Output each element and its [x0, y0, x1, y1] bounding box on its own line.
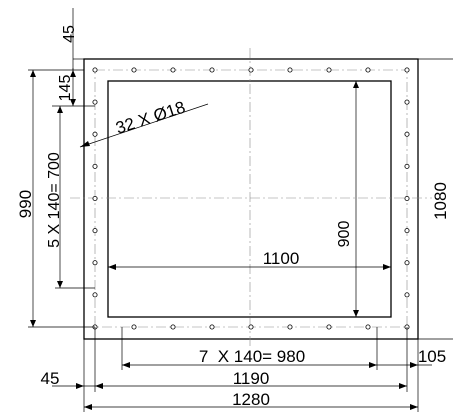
dim-outer-width-arrow-left	[84, 404, 92, 410]
dim-outer-width-arrow-right	[410, 404, 418, 410]
dim-vertical-span-arrow-top	[30, 70, 36, 77]
bolt-hole	[326, 67, 332, 73]
dim-inner-height-arrow-bottom	[353, 310, 359, 317]
bolt-hole	[248, 67, 254, 73]
bolt-hole	[92, 292, 98, 298]
bolt-hole	[92, 195, 98, 201]
bolt-hole	[92, 131, 98, 137]
bolt-hole	[404, 228, 410, 234]
hole-callout-leader	[79, 103, 209, 148]
bolt-hole	[404, 99, 410, 105]
bolt-hole	[209, 67, 215, 73]
dim-first-pitch-arrow	[70, 70, 76, 77]
dim-outer-height-label: 1080	[431, 182, 450, 220]
bolt-hole	[404, 131, 410, 137]
dim-hole-span-arrow-left	[95, 383, 103, 389]
dim-horizontal-pitch-arrow-left	[122, 362, 130, 368]
bolt-hole	[170, 324, 176, 330]
dim-inner-width-arrow-right	[383, 264, 391, 270]
dim-top-offset-label: 45	[61, 25, 78, 43]
dim-vertical-pitch-arrow-top	[57, 106, 63, 113]
bolt-hole	[248, 324, 254, 330]
dim-left-offset-label: 45	[41, 369, 60, 388]
dim-vertical-pitch-label: 5 X 140= 700	[46, 152, 63, 248]
bolt-holes	[92, 67, 410, 330]
dim-vertical-span-arrow-bottom	[30, 320, 36, 327]
dim-first-pitch-label: 145	[57, 75, 74, 102]
bolt-hole	[92, 99, 98, 105]
bolt-hole	[131, 324, 137, 330]
hole-callout-label: 32 X Ø18	[113, 98, 187, 138]
bolt-hole	[92, 228, 98, 234]
bolt-hole	[326, 324, 332, 330]
dim-left-offset-arrow	[76, 383, 84, 389]
outer-plate-outline	[83, 58, 419, 340]
bolt-hole	[404, 163, 410, 169]
hole-callout-arrow	[80, 141, 90, 147]
bolt-hole	[287, 67, 293, 73]
dim-inner-height-label: 900	[336, 221, 353, 248]
dim-inner-width-arrow-left	[108, 264, 116, 270]
bolt-hole	[170, 67, 176, 73]
dim-hole-span-arrow-right	[399, 383, 407, 389]
bolt-hole	[92, 163, 98, 169]
dim-outer-width-label: 1280	[232, 390, 270, 409]
bolt-hole	[209, 324, 215, 330]
bolt-hole	[404, 195, 410, 201]
dim-inner-height-arrow-top	[353, 81, 359, 88]
dim-end-offset-arrow	[410, 362, 418, 368]
inner-opening-outline	[107, 80, 392, 318]
bolt-hole	[404, 260, 410, 266]
bolt-hole	[131, 67, 137, 73]
bolt-hole	[287, 324, 293, 330]
dim-hole-span-label: 1190	[233, 369, 270, 388]
bolt-hole	[365, 324, 371, 330]
dim-horizontal-pitch-arrow-right	[369, 362, 377, 368]
dim-first-pitch-arrow-2	[70, 99, 76, 106]
dim-vertical-span-label: 990	[16, 190, 35, 218]
dim-inner-width-label: 1100	[263, 249, 300, 268]
bolt-hole	[92, 260, 98, 266]
dim-vertical-pitch-arrow-bottom	[57, 281, 63, 288]
dim-horizontal-pitch-label: 7 X 140= 980	[199, 347, 305, 366]
bolt-hole	[404, 67, 410, 73]
bolt-hole	[92, 67, 98, 73]
dim-end-offset-label: 105	[418, 347, 446, 366]
bolt-hole	[365, 67, 371, 73]
bolt-hole	[404, 292, 410, 298]
bolt-circle-line	[94, 69, 408, 328]
